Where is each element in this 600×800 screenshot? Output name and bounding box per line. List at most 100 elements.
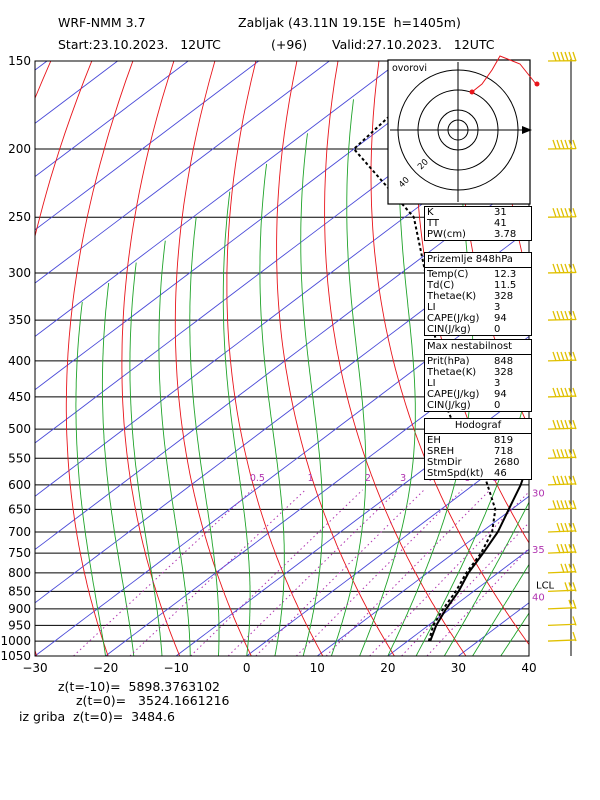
maxinst-row: LI 3 [425, 378, 531, 389]
surface-row: CAPE(J/kg) 94 [425, 313, 531, 324]
hodo-row: SREH 718 [425, 446, 531, 457]
barb-feather [568, 522, 573, 533]
wind-speed-label: 35 [532, 545, 545, 556]
wind-speed-label: 40 [532, 593, 545, 604]
surface-panel: Prizemlje 848hPa Temp(C) 12.3 Td(C) 11.5 The… [424, 252, 532, 336]
surface-value: 328 [494, 291, 514, 302]
barb-feather [556, 207, 561, 218]
isotherm-line [458, 602, 529, 656]
wind-barb [547, 631, 577, 642]
barb-feather [568, 543, 573, 554]
hodo-key: SREH [427, 446, 455, 457]
barb-feather [556, 51, 561, 62]
pressure-tick-label: 1050 [0, 649, 31, 663]
height-t-zero: z(t=0)= 3524.1661216 [76, 693, 230, 708]
barb-feather [556, 449, 561, 459]
maxinst-key: CIN(J/kg) [427, 400, 471, 411]
barb-feather [556, 522, 561, 533]
surface-key: CAPE(J/kg) [427, 313, 480, 324]
moist-adiabat-line [259, 163, 285, 656]
moist-adiabat-line [158, 240, 191, 656]
moist-adiabat-line [330, 99, 367, 656]
barb-feather [568, 500, 573, 510]
temperature-tick-label: 40 [521, 661, 536, 675]
barb-feather [572, 599, 577, 610]
barb-feather [568, 582, 573, 592]
pressure-tick-label: 150 [8, 54, 31, 68]
pressure-tick-label: 600 [8, 478, 31, 492]
wind-barb [547, 522, 577, 533]
isotherm-line [317, 495, 529, 656]
hodo-row: StmDir 2680 [425, 457, 531, 468]
moist-adiabat-line [415, 379, 529, 656]
barb-feather [568, 310, 573, 321]
surface-value: 11.5 [494, 280, 517, 291]
wind-barb [547, 599, 577, 610]
barb-feather [552, 207, 557, 218]
barb-feather [572, 543, 577, 554]
index-value: 41 [494, 218, 507, 229]
barb-feather [560, 207, 565, 218]
barb-feather [556, 543, 561, 554]
barb-feather [552, 387, 557, 398]
barb-feather [568, 139, 573, 150]
barb-feather [552, 351, 557, 362]
hodo-key: StmSpd(kt) [427, 468, 484, 479]
maxinst-value: 848 [494, 356, 514, 367]
moist-adiabat-line [129, 262, 163, 656]
maxinst-row: Prit(hPa) 848 [425, 356, 531, 367]
barb-feather [568, 419, 573, 430]
hodograph-arrow [522, 126, 532, 134]
barb-feather [572, 263, 577, 274]
barb-feather [556, 139, 561, 150]
barb-feather [552, 500, 557, 510]
barb-feather [560, 419, 565, 430]
barb-feather [552, 310, 557, 321]
index-row: TT 41 [425, 218, 531, 229]
hodo-value: 46 [494, 468, 507, 479]
dry-adiabat-line [584, 61, 600, 656]
maxinst-row: CAPE(J/kg) 94 [425, 389, 531, 400]
maxinst-key: CAPE(J/kg) [427, 389, 480, 400]
surface-row: Temp(C) 12.3 [425, 269, 531, 280]
barb-feather [560, 500, 565, 510]
wind-barb [547, 543, 577, 554]
wind-barb [547, 51, 577, 62]
wind-barb [547, 310, 577, 321]
valid-time: Valid:27.10.2023. 12UTC [332, 37, 495, 52]
wind-barb [547, 616, 577, 627]
mixing-ratio-line [401, 522, 529, 656]
index-key: PW(cm) [427, 229, 466, 240]
surface-key: Thetae(K) [427, 291, 477, 302]
index-value: 31 [494, 207, 507, 218]
hodo-row: StmSpd(kt) 46 [425, 468, 531, 479]
maxinst-key: Prit(hPa) [427, 356, 470, 367]
mixing-ratio-label: 3 [400, 473, 406, 484]
hodo-value: 819 [494, 435, 514, 446]
dry-adiabat-line [276, 61, 395, 656]
surface-key: LI [427, 302, 436, 313]
pressure-tick-label: 700 [8, 525, 31, 539]
pressure-tick-label: 800 [8, 566, 31, 580]
isotherm-line [35, 176, 529, 551]
wind-barb [547, 139, 577, 150]
station-title: Zabljak (43.11N 19.15E h=1405m) [238, 15, 461, 30]
maxinst-key: Thetae(K) [427, 367, 477, 378]
isotherm-line [387, 548, 529, 656]
pressure-tick-label: 250 [8, 210, 31, 224]
barb-feather [552, 51, 557, 62]
barb-feather [568, 207, 573, 218]
barb-feather [572, 51, 577, 62]
barb-feather [564, 563, 569, 574]
barb-feather [572, 419, 577, 430]
pressure-tick-label: 450 [8, 390, 31, 404]
temperature-tick-label: −10 [163, 661, 188, 675]
barb-feather [556, 475, 561, 486]
barb-shaft [547, 639, 577, 642]
isotherm-line [35, 61, 259, 231]
barb-feather [572, 449, 577, 459]
barb-shaft [547, 623, 577, 627]
pressure-tick-label: 300 [8, 266, 31, 280]
barb-feather [552, 449, 557, 459]
